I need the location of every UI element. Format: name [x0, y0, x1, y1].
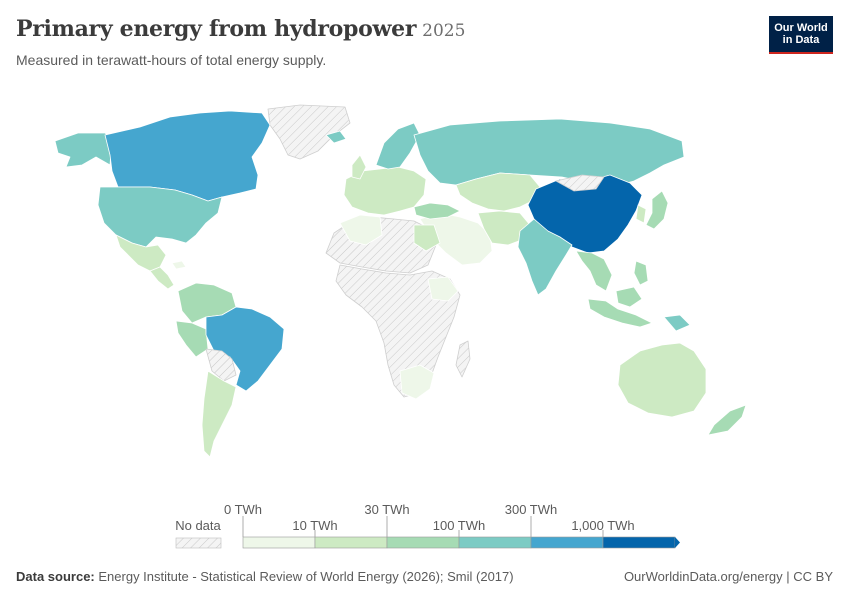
- region-borneo[interactable]: [615, 286, 643, 308]
- region-peru[interactable]: [175, 320, 209, 358]
- footer-source-label: Data source:: [16, 569, 95, 584]
- legend-bin[interactable]: [602, 536, 676, 549]
- region-mongolia[interactable]: [555, 174, 605, 192]
- legend-bin[interactable]: [386, 536, 460, 549]
- legend-bin[interactable]: [458, 536, 532, 549]
- legend-threshold-label: 1,000 TWh: [571, 518, 634, 533]
- footer-link[interactable]: OurWorldinData.org/energy | CC BY: [623, 569, 833, 584]
- region-madagascar[interactable]: [455, 340, 471, 378]
- region-europe[interactable]: [343, 166, 427, 216]
- logo-line-2: in Data: [782, 34, 820, 46]
- legend-labels: 0 TWh 10 TWh 30 TWh 100 TWh 300 TWh 1,00…: [224, 502, 635, 533]
- legend-bin[interactable]: [242, 536, 316, 549]
- chart-subtitle: Measured in terawatt-hours of total ener…: [16, 52, 327, 68]
- region-philippines[interactable]: [633, 260, 649, 286]
- chart-title-row: Primary energy from hydropower 2025: [16, 16, 465, 42]
- region-alaska[interactable]: [54, 132, 113, 168]
- region-united-kingdom[interactable]: [351, 154, 367, 180]
- region-middle-east[interactable]: [419, 212, 493, 266]
- legend-ticks: [242, 516, 604, 537]
- region-iceland[interactable]: [325, 130, 347, 144]
- region-japan[interactable]: [645, 190, 669, 230]
- legend-no-data-label: No data: [175, 518, 221, 533]
- region-papua-new-guinea[interactable]: [663, 314, 691, 332]
- legend-no-data: No data: [175, 518, 222, 549]
- region-united-states[interactable]: [97, 186, 223, 248]
- owid-logo[interactable]: Our World in Data: [769, 16, 833, 54]
- legend-threshold-label: 0 TWh: [224, 502, 262, 517]
- region-argentina[interactable]: [201, 370, 237, 458]
- region-korea[interactable]: [635, 204, 647, 224]
- legend-threshold-label: 10 TWh: [292, 518, 337, 533]
- region-maghreb[interactable]: [339, 214, 383, 246]
- legend-bins: [242, 536, 680, 549]
- legend-arrow-tip: [675, 537, 680, 548]
- region-bolivia[interactable]: [205, 348, 237, 382]
- region-southern-africa[interactable]: [399, 364, 435, 400]
- legend-bin[interactable]: [314, 536, 388, 549]
- legend-no-data-swatch: [175, 537, 222, 549]
- chart-title: Primary energy from hydropower: [16, 16, 417, 42]
- region-turkey[interactable]: [413, 202, 461, 220]
- region-central-asia[interactable]: [455, 172, 541, 212]
- legend-threshold-label: 100 TWh: [433, 518, 486, 533]
- region-indonesia[interactable]: [587, 298, 653, 328]
- legend-threshold-label: 300 TWh: [505, 502, 558, 517]
- region-india[interactable]: [517, 218, 573, 296]
- region-new-zealand[interactable]: [707, 404, 747, 436]
- legend-threshold-label: 30 TWh: [364, 502, 409, 517]
- region-greenland[interactable]: [267, 104, 351, 160]
- region-southeast-asia[interactable]: [575, 250, 613, 292]
- region-egypt[interactable]: [413, 224, 441, 252]
- region-ethiopia[interactable]: [427, 276, 459, 302]
- world-map: [54, 104, 747, 458]
- footer-source-text: Energy Institute - Statistical Review of…: [98, 569, 514, 584]
- chart-year: 2025: [422, 21, 466, 41]
- footer-source: Data source: Energy Institute - Statisti…: [16, 569, 514, 584]
- region-australia[interactable]: [617, 342, 707, 418]
- region-caribbean[interactable]: [171, 260, 187, 270]
- logo-line-1: Our World: [774, 22, 828, 34]
- legend-bin[interactable]: [530, 536, 604, 549]
- region-central-america[interactable]: [149, 266, 175, 290]
